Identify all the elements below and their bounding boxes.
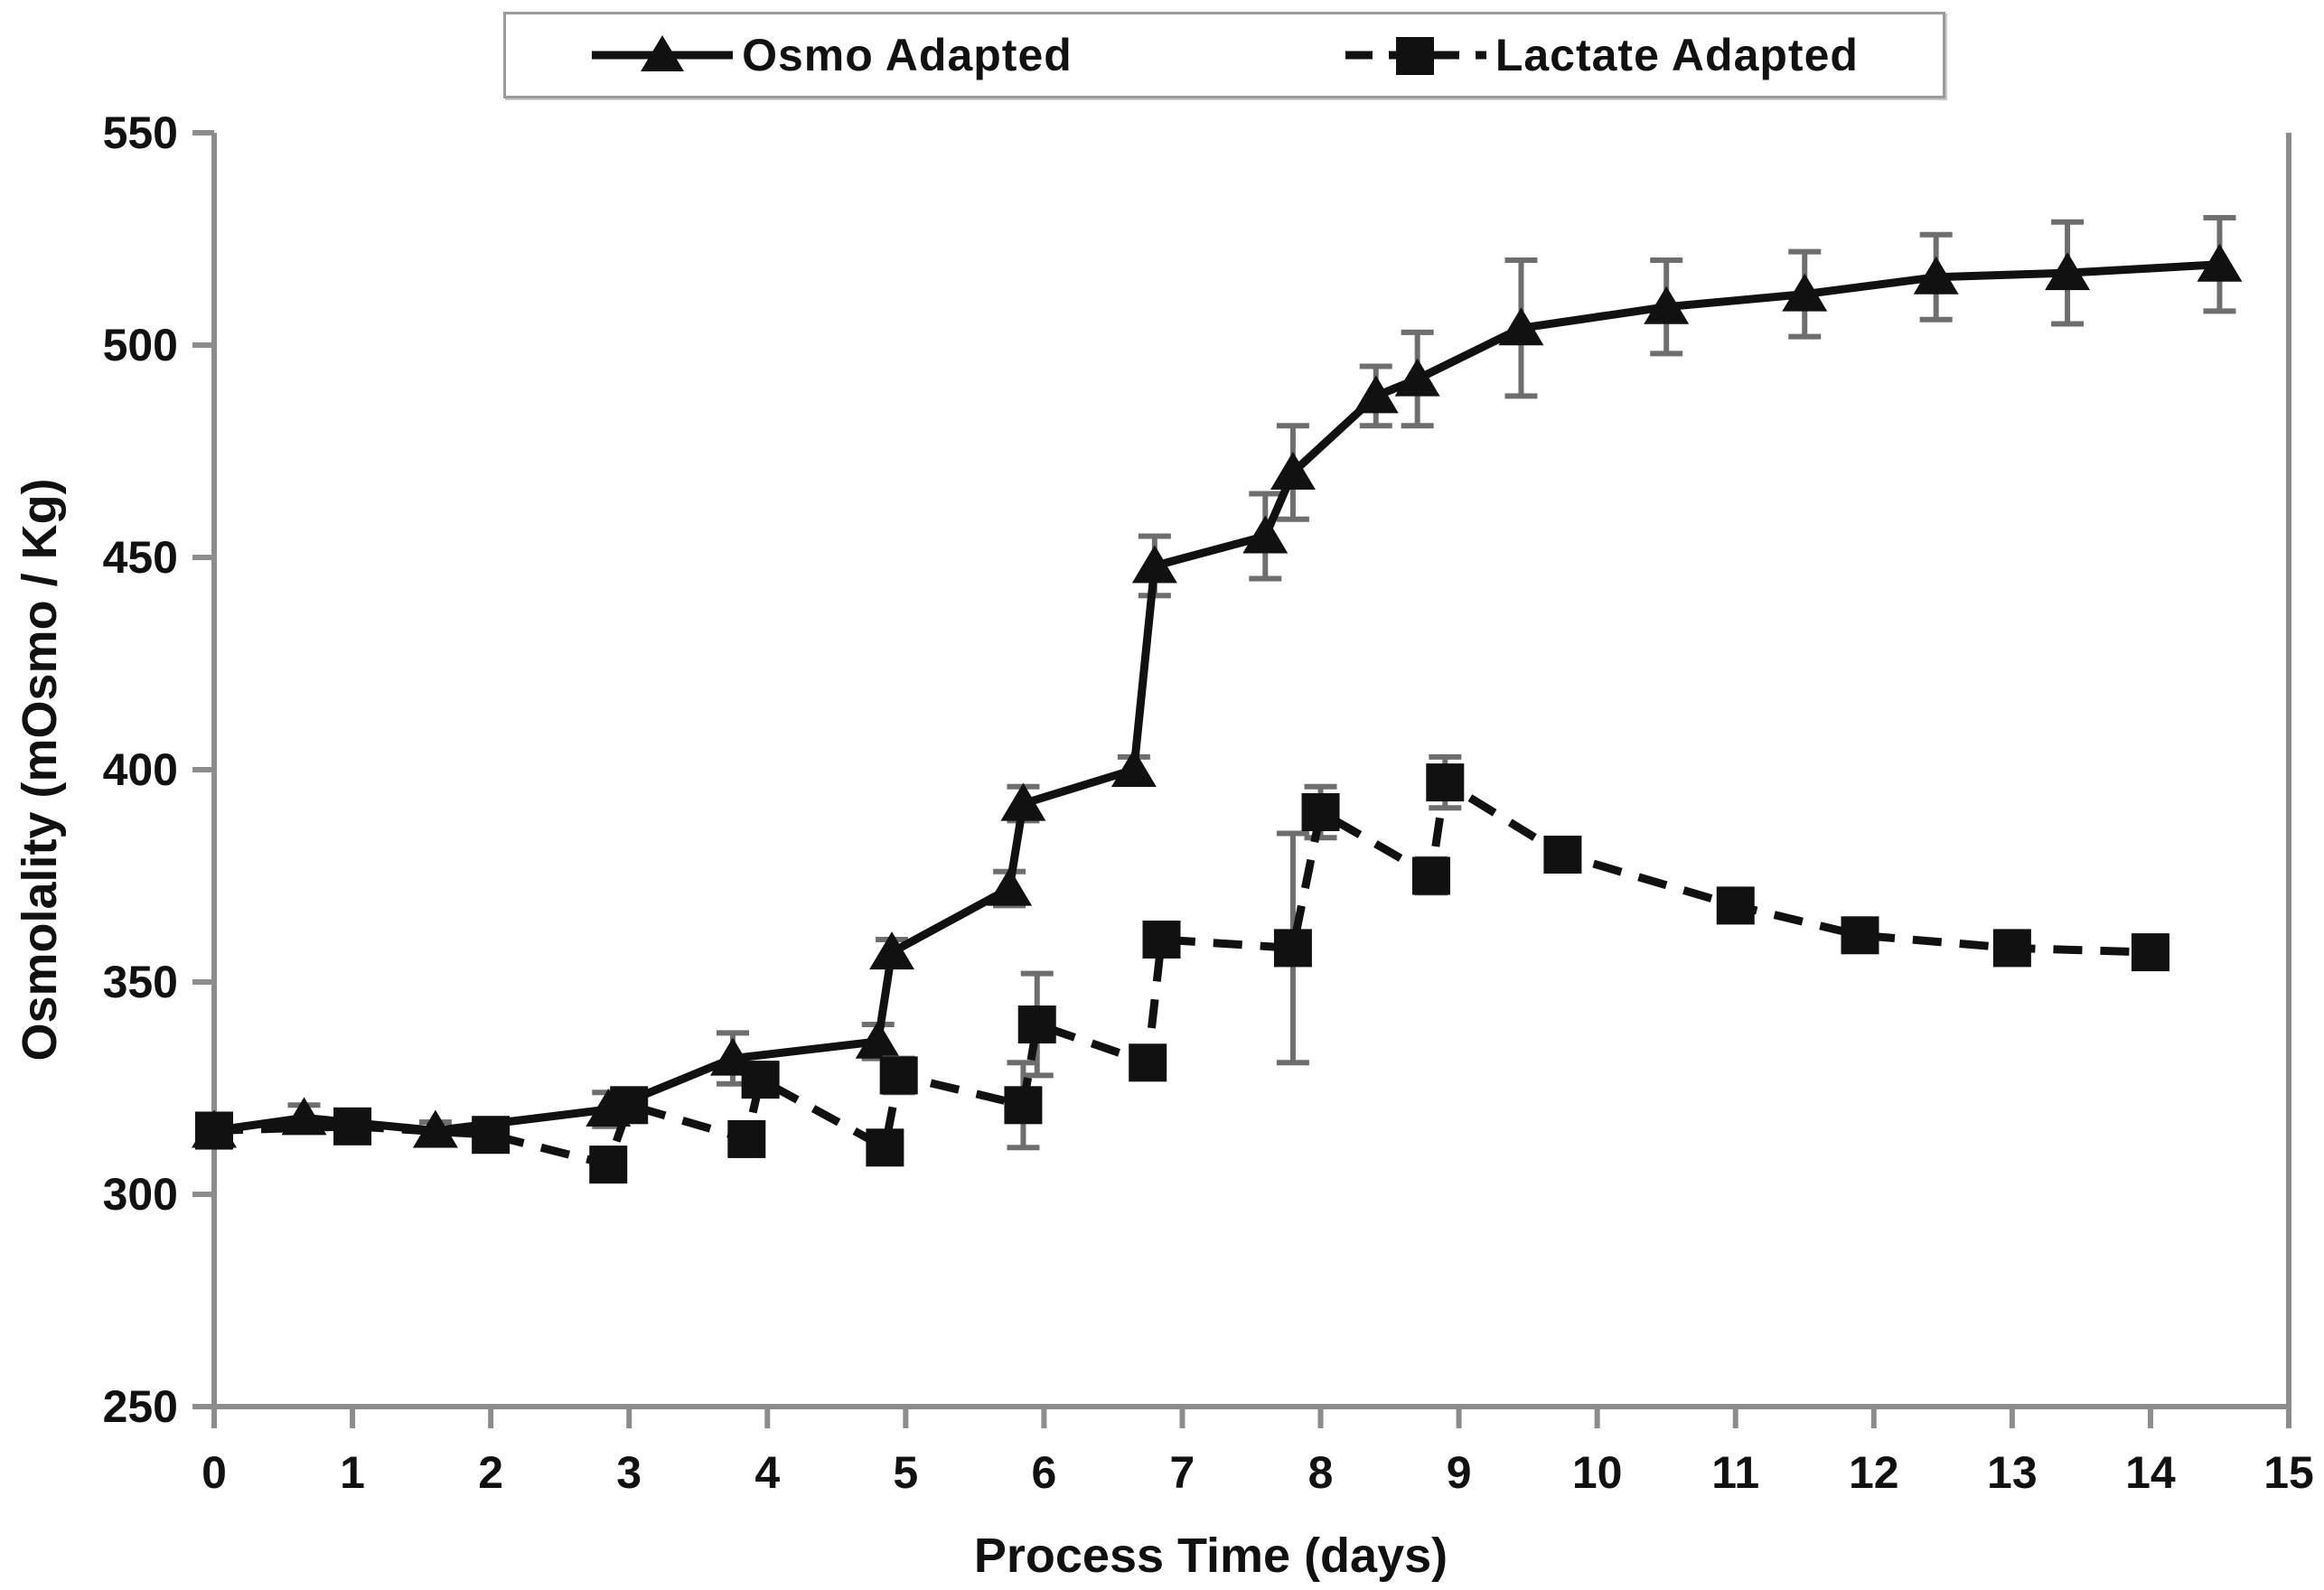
error-bars: [287, 215, 2236, 1142]
x-axis-title: Process Time (days): [973, 1529, 1448, 1583]
svg-text:14: 14: [2125, 1447, 2176, 1498]
svg-text:300: 300: [103, 1169, 178, 1220]
y-axis-title: Osmolality (mOsmo / Kg): [13, 478, 67, 1062]
svg-text:10: 10: [1572, 1447, 1623, 1498]
series-osmo-adapted: [192, 215, 2243, 1148]
svg-text:7: 7: [1170, 1447, 1195, 1498]
triangle-markers: [192, 243, 2243, 1148]
svg-text:12: 12: [1849, 1447, 1899, 1498]
svg-text:8: 8: [1308, 1447, 1334, 1498]
svg-text:2: 2: [478, 1447, 503, 1498]
legend-label-lactate: Lactate Adapted: [1495, 30, 1859, 80]
series-lactate-adapted: [195, 753, 2169, 1184]
axes: [192, 130, 2291, 1428]
y-tick-labels: 250 300 350 400 450 500 550: [103, 108, 178, 1432]
legend-item-osmo: Osmo Adapted: [590, 29, 1073, 81]
svg-text:550: 550: [103, 108, 178, 158]
x-tick-labels: 0 1 2 3 4 5 6 7 8 9 10 11 12 13 14 15: [201, 1447, 2314, 1498]
svg-text:15: 15: [2263, 1447, 2314, 1498]
error-bars: [198, 753, 2167, 1181]
svg-text:4: 4: [754, 1447, 780, 1498]
svg-text:350: 350: [103, 957, 178, 1007]
svg-text:3: 3: [616, 1447, 642, 1498]
svg-text:11: 11: [1711, 1447, 1759, 1498]
svg-text:450: 450: [103, 532, 178, 583]
triangle-solid-line-icon: [592, 35, 734, 71]
svg-text:250: 250: [103, 1381, 178, 1432]
svg-text:13: 13: [1987, 1447, 2038, 1498]
square-markers: [195, 763, 2169, 1184]
svg-text:9: 9: [1447, 1447, 1472, 1498]
svg-text:500: 500: [103, 320, 178, 370]
svg-text:1: 1: [340, 1447, 365, 1498]
svg-text:400: 400: [103, 744, 178, 795]
square-dashed-line-icon: [1345, 37, 1486, 75]
legend: Osmo Adapted Lactate Adapted: [503, 12, 1945, 98]
svg-text:0: 0: [201, 1447, 227, 1498]
legend-item-lactate: Lactate Adapted: [1344, 29, 1859, 81]
svg-text:5: 5: [893, 1447, 918, 1498]
svg-text:6: 6: [1031, 1447, 1056, 1498]
legend-label-osmo: Osmo Adapted: [742, 30, 1073, 80]
